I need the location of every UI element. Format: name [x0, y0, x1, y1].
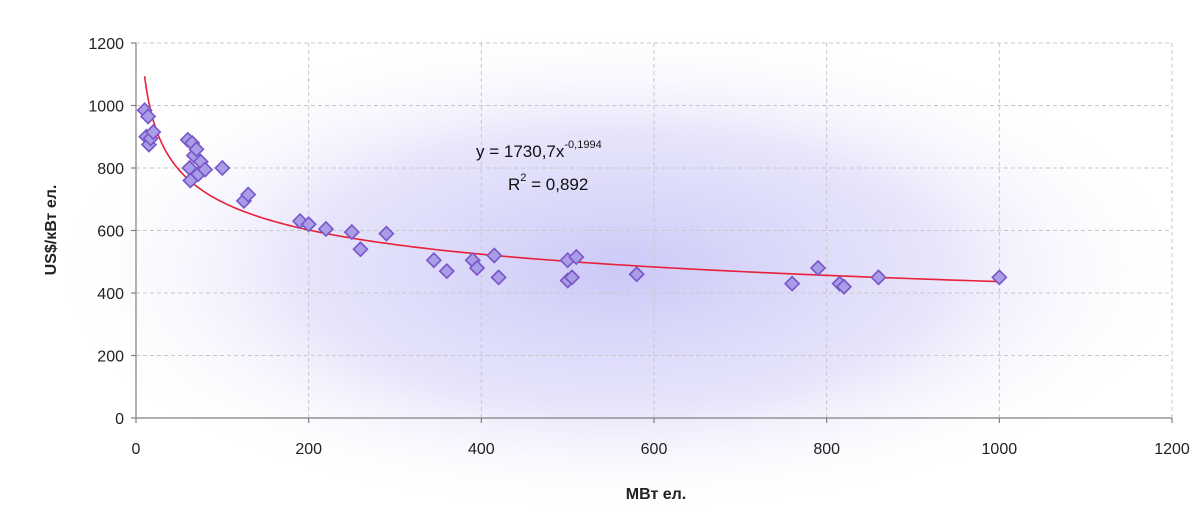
grid [136, 42, 1173, 418]
x-tick-label: 800 [813, 441, 840, 458]
data-point [784, 275, 801, 292]
data-point [145, 123, 162, 141]
y-tick-label: 1200 [88, 36, 124, 53]
x-tick-label: 600 [641, 441, 668, 458]
data-point [196, 161, 214, 178]
data-point [468, 259, 486, 277]
tick-labels: 0 200 400 600 800 1000 1200 0 200 400 600 800 1000 12… [88, 36, 1189, 458]
y-tick-label: 0 [115, 411, 124, 428]
data-point [628, 266, 645, 283]
data-point [486, 247, 503, 264]
data-point [300, 216, 317, 233]
trendline [143, 76, 1000, 283]
y-tick-label: 200 [97, 349, 124, 366]
data-point [214, 159, 231, 177]
trendline-equation: y = 1730,7x-0,1994 [476, 139, 602, 161]
y-tick-label: 1000 [88, 99, 124, 116]
data-point [240, 186, 257, 203]
data-point [835, 278, 853, 295]
data-points [136, 102, 1008, 295]
data-point [188, 141, 205, 158]
y-tick-label: 400 [97, 286, 124, 303]
data-point [352, 241, 369, 258]
y-axis-title: US$/кВт ел. [43, 185, 60, 276]
x-tick-label: 0 [132, 441, 141, 458]
data-point [139, 108, 157, 125]
x-tick-label: 200 [295, 441, 322, 458]
x-tick-label: 400 [468, 441, 495, 458]
data-point [870, 269, 887, 286]
x-tick-label: 1000 [982, 441, 1018, 458]
y-tick-label: 600 [97, 224, 124, 241]
y-tick-label: 800 [97, 161, 124, 178]
data-point [343, 223, 360, 241]
data-point [568, 248, 585, 266]
data-point [490, 269, 507, 286]
data-point [378, 225, 395, 242]
axes [131, 42, 1173, 423]
data-point [991, 269, 1008, 286]
x-tick-label: 1200 [1154, 441, 1190, 458]
plot-background-glow [40, 20, 1200, 520]
data-point [438, 262, 455, 280]
data-point [563, 269, 581, 286]
data-point [809, 259, 827, 277]
data-point [425, 252, 442, 269]
r-squared-label: R2 = 0,892 [508, 172, 588, 194]
x-axis-title: МВт ел. [626, 486, 686, 503]
data-point [317, 220, 335, 238]
